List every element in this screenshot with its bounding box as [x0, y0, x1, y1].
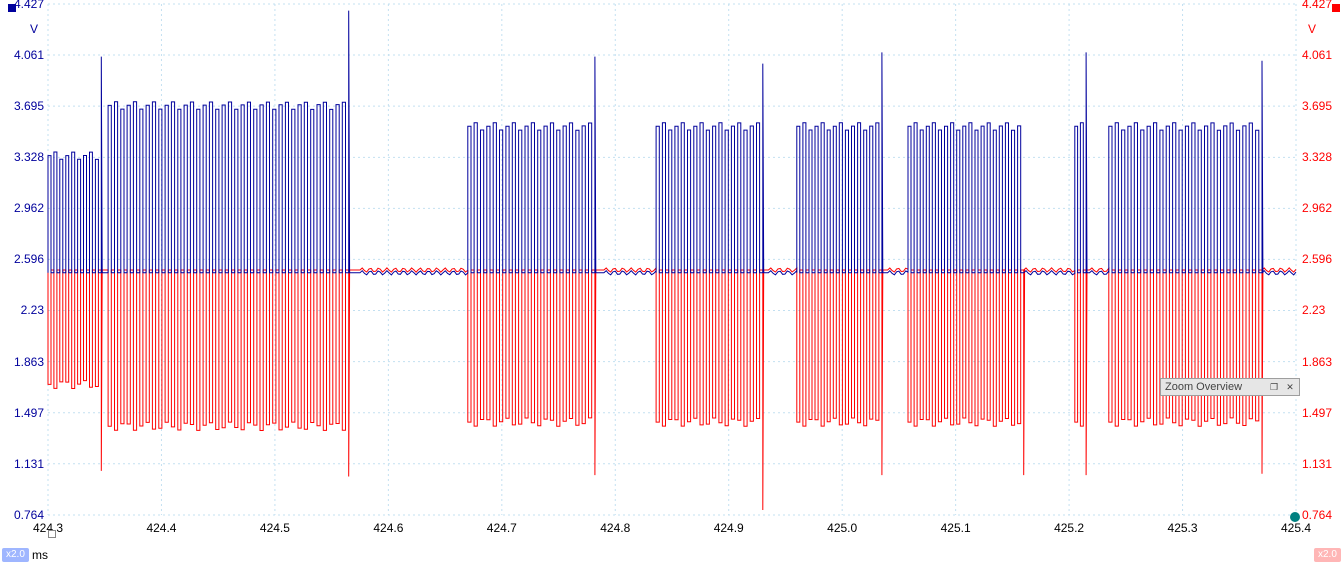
- y-left-tick-label: 0.764: [14, 508, 44, 522]
- y-left-tick-label: 2.23: [21, 303, 44, 317]
- y-left-unit: V: [30, 22, 38, 36]
- y-right-tick-label: 2.962: [1302, 201, 1332, 215]
- cursor-marker[interactable]: [1290, 512, 1300, 522]
- zoom-overview-panel[interactable]: Zoom Overview ❐ ✕: [1160, 378, 1300, 396]
- y-right-tick-label: 2.23: [1302, 303, 1325, 317]
- y-left-tick-label: 1.497: [14, 406, 44, 420]
- x-tick-label: 425.4: [1278, 521, 1314, 535]
- origin-marker: [48, 530, 56, 538]
- zoom-badge-right[interactable]: x2.0: [1314, 548, 1341, 562]
- x-tick-label: 425.2: [1051, 521, 1087, 535]
- x-tick-label: 424.8: [597, 521, 633, 535]
- y-left-tick-label: 1.131: [14, 457, 44, 471]
- x-tick-label: 424.7: [484, 521, 520, 535]
- oscilloscope-chart: 0.764 1.131 1.497 1.863 2.23 2.596 2.962 3.328 3…: [0, 0, 1344, 565]
- y-right-tick-label: 1.497: [1302, 406, 1332, 420]
- y-right-tick-label: 4.427: [1302, 0, 1332, 11]
- y-right-tick-label: 1.863: [1302, 355, 1332, 369]
- close-icon[interactable]: ✕: [1285, 382, 1295, 392]
- channel-a-marker: [8, 4, 16, 12]
- x-tick-label: 425.0: [824, 521, 860, 535]
- zoom-badge-left[interactable]: x2.0: [2, 548, 29, 562]
- y-right-tick-label: 0.764: [1302, 508, 1332, 522]
- x-tick-label: 425.1: [938, 521, 974, 535]
- y-left-tick-label: 1.863: [14, 355, 44, 369]
- y-right-tick-label: 1.131: [1302, 457, 1332, 471]
- y-left-tick-label: 4.061: [14, 48, 44, 62]
- x-unit: ms: [32, 548, 48, 562]
- x-tick-label: 424.5: [257, 521, 293, 535]
- channel-b-marker: [1332, 4, 1340, 12]
- y-left-tick-label: 4.427: [14, 0, 44, 11]
- zoom-overview-title: Zoom Overview: [1165, 381, 1263, 393]
- y-left-tick-label: 2.962: [14, 201, 44, 215]
- y-right-unit: V: [1308, 22, 1316, 36]
- y-left-tick-label: 2.596: [14, 252, 44, 266]
- y-right-tick-label: 4.061: [1302, 48, 1332, 62]
- y-right-tick-label: 3.328: [1302, 150, 1332, 164]
- x-tick-label: 424.6: [370, 521, 406, 535]
- y-left-tick-label: 3.695: [14, 99, 44, 113]
- x-tick-label: 424.4: [143, 521, 179, 535]
- plot-area[interactable]: [0, 0, 1344, 565]
- y-left-tick-label: 3.328: [14, 150, 44, 164]
- x-tick-label: 424.9: [711, 521, 747, 535]
- y-right-tick-label: 2.596: [1302, 252, 1332, 266]
- x-tick-label: 425.3: [1165, 521, 1201, 535]
- y-right-tick-label: 3.695: [1302, 99, 1332, 113]
- maximize-icon[interactable]: ❐: [1269, 382, 1279, 392]
